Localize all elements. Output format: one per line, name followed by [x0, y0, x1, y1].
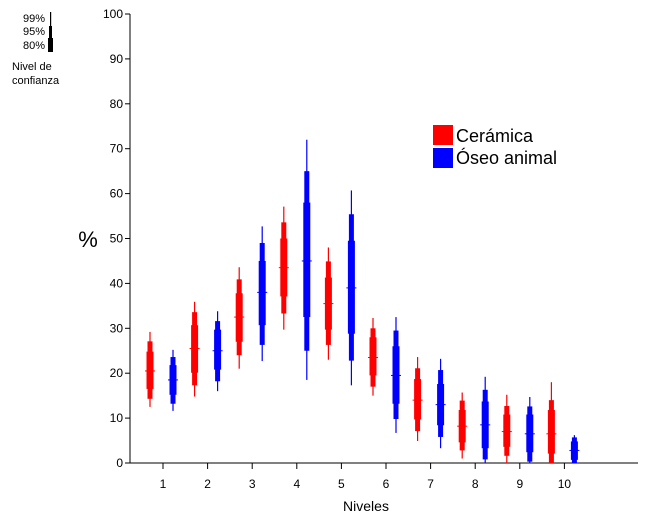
ci-mark — [501, 394, 512, 463]
y-tick-label: 0 — [116, 456, 123, 470]
ci80-bar — [214, 329, 222, 370]
confidence-key-title-line-2: confianza — [12, 75, 60, 87]
ci-mark — [457, 392, 468, 459]
y-axis-ticks: 0 10 20 30 40 50 60 70 80 90 100 — [103, 7, 130, 470]
confidence-key-label-95: 95% — [23, 26, 45, 38]
y-tick-label: 70 — [110, 142, 124, 156]
ci-mark — [278, 206, 289, 330]
legend: Cerámica Óseo animal — [433, 125, 557, 168]
ci-mark — [257, 226, 268, 362]
x-tick-label: 3 — [249, 477, 256, 491]
ci-mark — [480, 376, 491, 463]
ci-mark — [435, 358, 446, 449]
legend-label-oseo-animal: Óseo animal — [456, 147, 557, 168]
ci80-bar — [503, 414, 511, 447]
x-tick-label: 4 — [293, 477, 300, 491]
ci-mark — [546, 382, 557, 463]
x-tick-label: 7 — [427, 477, 434, 491]
x-tick-label: 10 — [558, 477, 572, 491]
y-tick-label: 30 — [110, 321, 124, 335]
ci80-bar — [547, 410, 555, 454]
legend-label-ceramica: Cerámica — [456, 126, 534, 146]
legend-swatch-oseo-animal — [433, 148, 453, 168]
plot-area — [145, 139, 580, 463]
ci-mark — [168, 349, 178, 411]
x-tick-label: 2 — [204, 477, 211, 491]
ci80-bar — [258, 260, 266, 326]
x-tick-label: 9 — [516, 477, 523, 491]
confidence-key-bar-80 — [48, 38, 53, 52]
ci-mark — [524, 396, 535, 463]
ci-mark — [368, 317, 378, 396]
x-tick-label: 5 — [338, 477, 345, 491]
ci-mark — [234, 267, 245, 369]
ci-mark — [569, 435, 580, 463]
ci80-bar — [347, 240, 355, 334]
y-tick-label: 40 — [110, 276, 124, 290]
x-axis-title: Niveles — [343, 498, 389, 514]
ci80-bar — [303, 202, 311, 318]
ci-mark — [391, 317, 401, 433]
ci80-bar — [146, 351, 154, 389]
legend-swatch-ceramica — [433, 125, 453, 145]
ci-mark — [189, 301, 200, 397]
y-axis-title: % — [78, 227, 98, 252]
ci80-bar — [414, 379, 422, 420]
ci80-bar — [369, 337, 377, 376]
y-tick-label: 80 — [110, 97, 124, 111]
ci-mark — [346, 190, 357, 386]
x-axis-ticks: 1 2 3 4 5 6 7 8 9 10 — [160, 463, 572, 491]
x-tick-label: 1 — [160, 477, 167, 491]
confidence-key-label-99: 99% — [23, 13, 45, 25]
x-tick-label: 8 — [472, 477, 479, 491]
y-tick-label: 60 — [110, 187, 124, 201]
y-tick-label: 20 — [110, 366, 124, 380]
ci-mark — [323, 247, 334, 360]
ci-mark — [212, 311, 223, 392]
confidence-key-title-line-1: Nivel de — [12, 61, 52, 73]
x-tick-label: 6 — [383, 477, 390, 491]
ci-mark — [301, 139, 312, 380]
confidence-key: 99% 95% 80% Nivel de confianza — [12, 12, 60, 87]
y-tick-label: 10 — [110, 411, 124, 425]
ci-mark — [412, 357, 423, 441]
y-tick-label: 100 — [103, 7, 123, 21]
confidence-key-label-80: 80% — [23, 40, 45, 52]
y-tick-label: 90 — [110, 52, 124, 66]
ci-mark — [145, 331, 155, 407]
y-tick-label: 50 — [110, 232, 124, 246]
